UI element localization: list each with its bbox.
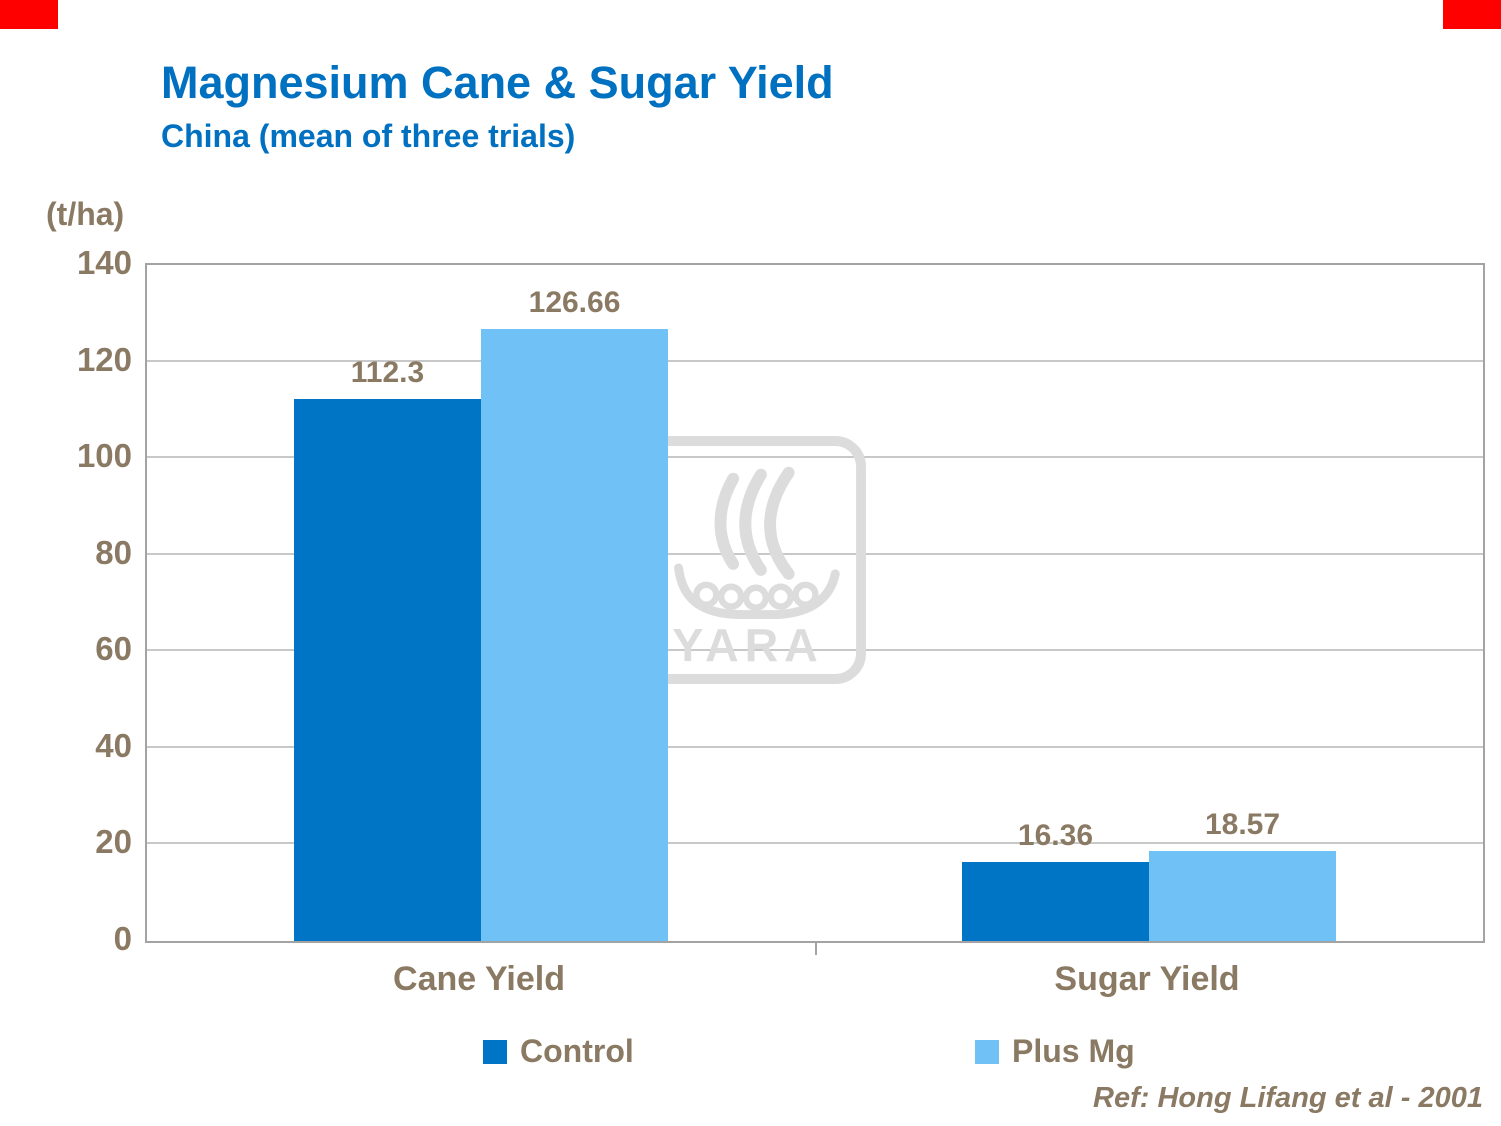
value-label-cane-yield-control: 112.3 [350,355,425,389]
plot-area: YARA 112.3 126.66 16.36 18.57 [145,263,1485,955]
y-tick-label: 140 [76,244,132,281]
y-tick-label: 40 [95,726,132,764]
gridline [147,649,1483,652]
value-label-cane-yield-plus-mg: 126.66 [528,286,621,320]
y-tick-label: 0 [113,920,132,957]
y-tick-label: 80 [95,533,132,571]
x-axis-tick [815,941,817,955]
bar-sugar-yield-control [961,862,1149,941]
category-label-cane-yield: Cane Yield [393,960,565,998]
bar-cane-yield-plus-mg [481,329,669,941]
reference-citation: Ref: Hong Lifang et al - 2001 [1093,1082,1483,1114]
gridline [147,842,1483,845]
legend-swatch-control [483,1039,507,1064]
y-tick-label: 20 [95,823,132,861]
bar-sugar-yield-plus-mg [1149,851,1337,941]
gridline [147,359,1483,362]
category-label-sugar-yield: Sugar Yield [1054,960,1240,998]
legend-label-plus-mg: Plus Mg [1012,1033,1135,1069]
gridline [147,745,1483,748]
page-subtitle: China (mean of three trials) [161,118,576,154]
legend-item-control: Control [483,1033,634,1070]
y-tick-label: 100 [76,437,132,475]
y-axis-unit-label: (t/ha) [46,196,125,232]
viking-ship-hull-icon [674,563,840,620]
value-label-sugar-yield-plus-mg: 18.57 [1204,808,1281,842]
legend-label-control: Control [520,1033,634,1069]
viking-ship-shields-icon [693,581,819,611]
y-tick-label: 120 [76,340,132,378]
y-axis-ticks: 0 20 40 60 80 100 120 140 [0,244,132,957]
value-label-sugar-yield-control: 16.36 [1017,819,1094,853]
gridline [147,552,1483,555]
viking-ship-sails-icon [714,466,795,580]
y-tick-label: 60 [95,630,132,668]
yara-logo-watermark: YARA [630,436,867,684]
red-corner-mark-left [0,0,58,29]
bar-cane-yield-control [293,398,481,941]
page-title: Magnesium Cane & Sugar Yield [161,57,834,108]
legend-swatch-plus-mg [975,1039,999,1064]
red-corner-mark-right [1443,0,1501,29]
legend-item-plus-mg: Plus Mg [975,1033,1135,1070]
watermark-wordmark: YARA [672,619,824,671]
gridline [147,456,1483,459]
x-axis-labels: Cane Yield Sugar Yield [145,960,1481,1006]
